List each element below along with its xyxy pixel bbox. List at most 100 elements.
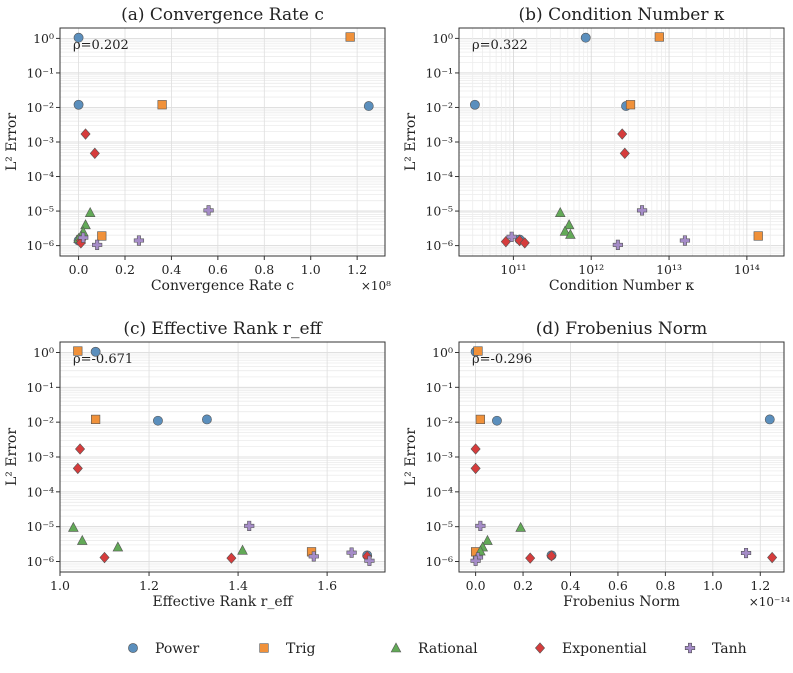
x-tick-label: 0.0	[69, 262, 89, 277]
y-tick-label: 10⁻³	[26, 450, 54, 465]
point-trig	[97, 231, 107, 241]
legend-item-rational: Rational	[390, 641, 478, 657]
legend-item-trig: Trig	[259, 641, 316, 657]
point-rational	[482, 534, 493, 545]
x-tick-label: 1.6	[317, 578, 337, 593]
panel-title: (d) Frobenius Norm	[536, 319, 707, 339]
point-trig	[73, 346, 83, 356]
y-tick-label: 10⁰	[33, 31, 54, 46]
x-axis-label: Convergence Rate c	[151, 278, 294, 294]
y-axis-label: L² Error	[403, 428, 419, 486]
point-trig	[345, 32, 355, 42]
point-rational	[554, 207, 566, 217]
y-tick-label: 10⁰	[432, 345, 453, 360]
correlation-annotation: ρ=-0.296	[472, 352, 532, 367]
legend-label: Rational	[418, 641, 478, 657]
y-tick-label: 10⁰	[432, 31, 453, 46]
point-tanh	[612, 239, 623, 250]
point-power	[73, 99, 84, 110]
point-trig	[625, 100, 636, 110]
x-axis-label: Condition Number κ	[549, 278, 695, 294]
y-tick-label: 10⁻⁴	[425, 169, 453, 184]
legend-item-exponential: Exponential	[534, 641, 647, 657]
x-tick-label: 1.2	[139, 578, 159, 593]
diamond-marker-icon	[534, 642, 546, 654]
point-tanh	[92, 239, 103, 250]
point-exponential	[519, 237, 530, 249]
y-tick-label: 10⁻¹	[425, 65, 453, 80]
point-tanh	[133, 235, 145, 246]
point-power	[73, 32, 84, 43]
point-rational	[76, 534, 88, 545]
x-tick-label: 0.6	[208, 262, 228, 277]
point-exponential	[75, 443, 86, 455]
point-exponential	[525, 552, 536, 564]
y-tick-label: 10⁻⁵	[26, 519, 54, 534]
y-tick-label: 10⁻²	[425, 100, 453, 115]
point-power	[202, 414, 212, 425]
point-trig	[654, 32, 664, 42]
point-tanh	[475, 520, 486, 532]
point-rational	[563, 219, 575, 230]
y-tick-label: 10⁻⁵	[26, 204, 54, 219]
point-exponential	[619, 147, 630, 159]
x-tick-label: 1.2	[750, 578, 770, 593]
y-tick-label: 10⁻⁶	[26, 554, 54, 569]
axis-multiplier: ×10⁸	[361, 279, 391, 293]
point-exponential	[99, 551, 110, 564]
panel-b: 10⁻⁶ 10⁻⁵ 10⁻⁴ 10⁻³ 10⁻² 10⁻¹ 10⁰ 10¹¹ 10¹² 10¹³ 1…	[403, 5, 785, 294]
point-power	[469, 99, 480, 110]
point-tanh	[308, 551, 319, 562]
legend-item-tanh: Tanh	[684, 641, 747, 657]
y-tick-label: 10⁻³	[26, 135, 54, 150]
point-exponential	[767, 551, 778, 564]
panel-title: (b) Condition Number κ	[519, 5, 725, 25]
y-axis-label: L² Error	[403, 113, 419, 171]
point-power	[492, 415, 502, 426]
point-power	[90, 346, 101, 357]
y-axis-label: L² Error	[4, 113, 20, 171]
panel-d: 10⁻⁶ 10⁻⁵ 10⁻⁴ 10⁻³ 10⁻² 10⁻¹ 10⁰ 0.0 0.2 0.4 0.6 0…	[403, 319, 790, 610]
correlation-annotation: ρ=0.322	[472, 38, 528, 53]
x-tick-label: 0.6	[608, 578, 628, 593]
point-tanh	[244, 520, 255, 532]
y-tick-label: 10⁻¹	[425, 380, 453, 395]
point-trig	[157, 100, 167, 110]
point-rational	[565, 228, 576, 239]
point-exponential	[470, 443, 481, 455]
point-power	[764, 414, 775, 425]
legend-label: Exponential	[562, 641, 647, 657]
grid	[459, 28, 784, 256]
x-tick-label: 10¹¹	[500, 262, 526, 277]
y-tick-label: 10⁻³	[425, 135, 453, 150]
point-exponential	[470, 462, 481, 475]
point-exponential	[226, 552, 237, 564]
x-axis-label: Frobenius Norm	[563, 594, 680, 610]
y-tick-label: 10⁻²	[26, 415, 54, 430]
x-tick-label: 1.0	[50, 578, 70, 593]
y-tick-label: 10⁻⁶	[425, 238, 453, 253]
y-tick-label: 10⁻²	[425, 415, 453, 430]
x-tick-label: 0.4	[161, 262, 181, 277]
point-tanh	[506, 231, 517, 242]
data-points	[73, 32, 374, 250]
point-exponential	[80, 128, 91, 140]
panel-title: (c) Effective Rank r_eff	[123, 319, 323, 339]
point-rational	[84, 207, 96, 217]
x-tick-label: 10¹³	[656, 262, 682, 277]
point-exponential	[617, 128, 628, 140]
point-power	[153, 415, 163, 426]
axis-multiplier: ×10⁻¹⁴	[749, 595, 790, 609]
point-tanh	[740, 547, 752, 559]
y-tick-label: 10⁻⁴	[26, 484, 54, 499]
legend-item-power: Power	[128, 641, 200, 657]
x-tick-label: 0.0	[466, 578, 486, 593]
panel-title: (a) Convergence Rate c	[121, 5, 324, 25]
plus-marker-icon	[684, 642, 696, 654]
x-tick-label: 0.2	[115, 262, 135, 277]
y-tick-label: 10⁻⁵	[425, 519, 453, 534]
point-exponential	[500, 236, 511, 248]
y-tick-label: 10⁻⁶	[425, 554, 453, 569]
point-tanh	[636, 205, 648, 216]
